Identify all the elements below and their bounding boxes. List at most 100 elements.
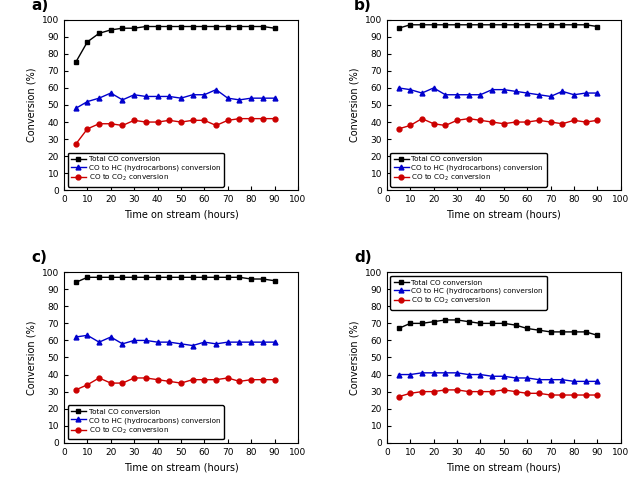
Total CO conversion [271, 278, 278, 284]
Total CO conversion [406, 22, 414, 28]
Total CO conversion [72, 279, 79, 285]
CO to CO$_2$ conversion [477, 389, 484, 395]
CO to CO$_2$ conversion [165, 118, 173, 123]
Y-axis label: Conversion (%): Conversion (%) [349, 68, 359, 142]
CO to CO$_2$ conversion [418, 389, 426, 395]
Total CO conversion [477, 22, 484, 28]
Total CO conversion [189, 24, 196, 30]
CO to CO$_2$ conversion [72, 141, 79, 147]
CO to HC (hydrocarbons) conversion [442, 92, 449, 98]
CO to CO$_2$ conversion [200, 118, 208, 123]
CO to CO$_2$ conversion [84, 382, 92, 388]
CO to CO$_2$ conversion [406, 123, 414, 128]
CO to CO$_2$ conversion [154, 377, 161, 383]
Total CO conversion [200, 275, 208, 280]
CO to HC (hydrocarbons) conversion [547, 377, 554, 383]
CO to HC (hydrocarbons) conversion [72, 334, 79, 340]
CO to CO$_2$ conversion [118, 380, 126, 386]
CO to CO$_2$ conversion [535, 118, 543, 123]
CO to HC (hydrocarbons) conversion [442, 370, 449, 376]
Total CO conversion [72, 60, 79, 65]
CO to HC (hydrocarbons) conversion [154, 93, 161, 99]
Y-axis label: Conversion (%): Conversion (%) [26, 68, 36, 142]
Line: Total CO conversion: Total CO conversion [396, 22, 600, 31]
CO to CO$_2$ conversion [524, 390, 531, 396]
CO to HC (hydrocarbons) conversion [118, 97, 126, 103]
CO to HC (hydrocarbons) conversion [131, 338, 138, 343]
CO to CO$_2$ conversion [430, 389, 438, 395]
Line: Total CO conversion: Total CO conversion [73, 24, 277, 65]
CO to HC (hydrocarbons) conversion [535, 92, 543, 98]
CO to CO$_2$ conversion [570, 392, 578, 398]
CO to CO$_2$ conversion [512, 389, 520, 395]
CO to HC (hydrocarbons) conversion [512, 375, 520, 381]
Total CO conversion [131, 25, 138, 31]
Total CO conversion [559, 22, 566, 28]
Total CO conversion [418, 22, 426, 28]
CO to CO$_2$ conversion [212, 377, 220, 383]
CO to CO$_2$ conversion [95, 375, 103, 381]
CO to HC (hydrocarbons) conversion [500, 87, 508, 92]
Total CO conversion [395, 326, 403, 332]
CO to CO$_2$ conversion [247, 377, 255, 383]
CO to CO$_2$ conversion [236, 116, 243, 122]
Line: CO to HC (hydrocarbons) conversion: CO to HC (hydrocarbons) conversion [396, 370, 600, 384]
CO to HC (hydrocarbons) conversion [593, 90, 601, 96]
Total CO conversion [236, 24, 243, 30]
Total CO conversion [465, 22, 472, 28]
CO to HC (hydrocarbons) conversion [212, 341, 220, 347]
Total CO conversion [165, 24, 173, 30]
Total CO conversion [453, 22, 461, 28]
CO to HC (hydrocarbons) conversion [236, 97, 243, 103]
Total CO conversion [236, 275, 243, 280]
Total CO conversion [212, 24, 220, 30]
CO to CO$_2$ conversion [535, 390, 543, 396]
CO to HC (hydrocarbons) conversion [165, 339, 173, 345]
CO to HC (hydrocarbons) conversion [224, 339, 232, 345]
CO to HC (hydrocarbons) conversion [582, 378, 589, 384]
CO to HC (hydrocarbons) conversion [406, 87, 414, 92]
CO to HC (hydrocarbons) conversion [107, 334, 115, 340]
CO to HC (hydrocarbons) conversion [200, 92, 208, 98]
Total CO conversion [500, 22, 508, 28]
CO to HC (hydrocarbons) conversion [200, 339, 208, 345]
Total CO conversion [212, 275, 220, 280]
CO to HC (hydrocarbons) conversion [177, 95, 185, 101]
CO to CO$_2$ conversion [453, 387, 461, 393]
Line: CO to CO$_2$ conversion: CO to CO$_2$ conversion [396, 388, 600, 399]
CO to HC (hydrocarbons) conversion [465, 371, 472, 377]
CO to HC (hydrocarbons) conversion [395, 85, 403, 91]
Total CO conversion [582, 329, 589, 335]
CO to HC (hydrocarbons) conversion [465, 92, 472, 98]
Total CO conversion [142, 24, 150, 30]
Legend: Total CO conversion, CO to HC (hydrocarbons) conversion, CO to CO$_2$ conversion: Total CO conversion, CO to HC (hydrocarb… [68, 153, 223, 186]
Total CO conversion [512, 22, 520, 28]
Total CO conversion [547, 22, 554, 28]
CO to HC (hydrocarbons) conversion [84, 98, 92, 104]
Total CO conversion [453, 317, 461, 323]
Total CO conversion [224, 24, 232, 30]
Text: b): b) [354, 0, 372, 13]
Line: Total CO conversion: Total CO conversion [73, 275, 277, 285]
CO to HC (hydrocarbons) conversion [142, 338, 150, 343]
Total CO conversion [535, 327, 543, 333]
CO to CO$_2$ conversion [395, 126, 403, 132]
Total CO conversion [477, 320, 484, 326]
Total CO conversion [259, 24, 267, 30]
CO to HC (hydrocarbons) conversion [488, 373, 496, 379]
CO to HC (hydrocarbons) conversion [95, 339, 103, 345]
Total CO conversion [442, 317, 449, 323]
CO to HC (hydrocarbons) conversion [236, 339, 243, 345]
CO to HC (hydrocarbons) conversion [559, 89, 566, 94]
CO to CO$_2$ conversion [593, 118, 601, 123]
CO to CO$_2$ conversion [72, 387, 79, 393]
CO to CO$_2$ conversion [271, 116, 278, 122]
Total CO conversion [84, 275, 92, 280]
CO to HC (hydrocarbons) conversion [453, 370, 461, 376]
CO to CO$_2$ conversion [570, 118, 578, 123]
CO to CO$_2$ conversion [142, 375, 150, 381]
CO to CO$_2$ conversion [259, 116, 267, 122]
CO to CO$_2$ conversion [177, 380, 185, 386]
CO to HC (hydrocarbons) conversion [118, 341, 126, 347]
CO to CO$_2$ conversion [442, 123, 449, 128]
